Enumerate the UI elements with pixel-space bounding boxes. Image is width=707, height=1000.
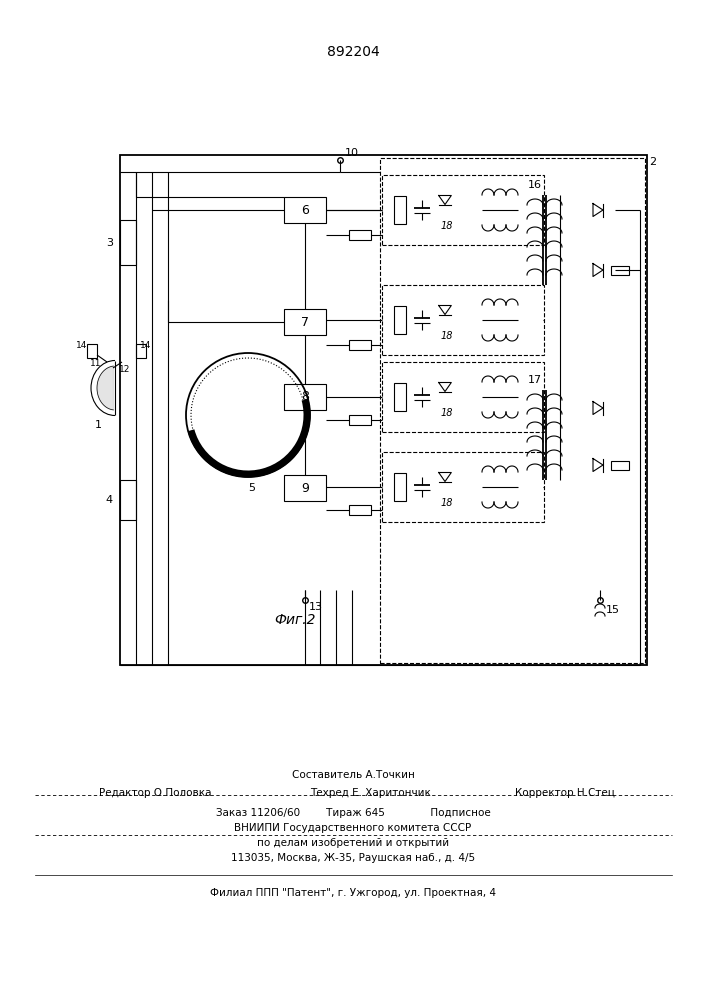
Bar [120,220,136,265]
Bar [611,460,629,470]
Bar [349,415,371,425]
Text: 5: 5 [248,483,255,493]
Bar [120,480,136,520]
Text: 14: 14 [140,342,152,351]
Text: по делам изобретений и открытий: по делам изобретений и открытий [257,838,449,848]
Bar [120,155,647,665]
Text: Заказ 11206/60        Тираж 645              Подписное: Заказ 11206/60 Тираж 645 Подписное [216,808,491,818]
Text: 7: 7 [301,316,309,328]
Text: 13: 13 [309,602,323,612]
Text: 15: 15 [606,605,620,615]
Bar [394,306,406,334]
Bar [611,265,629,274]
Polygon shape [97,366,113,410]
Text: 17: 17 [528,375,542,385]
Text: 18: 18 [440,221,453,231]
Bar [349,505,371,515]
Text: Редактор О.Половка: Редактор О.Половка [99,788,211,798]
Bar [284,384,326,410]
Text: 892204: 892204 [327,45,380,59]
Bar [394,473,406,501]
Text: 14: 14 [76,342,88,351]
Text: 113035, Москва, Ж-35, Раушская наб., д. 4/5: 113035, Москва, Ж-35, Раушская наб., д. … [231,853,475,863]
Bar [394,196,406,224]
Bar [87,344,97,358]
Bar [284,309,326,335]
Text: 18: 18 [440,408,453,418]
Text: 11: 11 [90,359,102,367]
Bar [349,340,371,350]
Text: 4: 4 [106,495,113,505]
Bar [380,158,645,663]
Bar [136,344,146,358]
Text: 6: 6 [301,204,309,217]
Bar [382,362,544,432]
Text: 12: 12 [119,365,131,374]
Text: ВНИИПИ Государственного комитета СССР: ВНИИПИ Государственного комитета СССР [235,823,472,833]
Bar [394,383,406,411]
Text: Фиг.2: Фиг.2 [274,613,316,627]
Text: Филиал ППП "Патент", г. Ужгород, ул. Проектная, 4: Филиал ППП "Патент", г. Ужгород, ул. Про… [210,888,496,898]
Bar [349,230,371,240]
Bar [284,197,326,223]
Text: 1: 1 [95,420,102,430]
Text: 9: 9 [301,482,309,494]
Text: Корректор Н.Стец: Корректор Н.Стец [515,788,615,798]
Bar [284,475,326,501]
Text: 3: 3 [106,238,113,248]
Bar [382,285,544,355]
Text: 18: 18 [440,331,453,341]
Text: 2: 2 [649,157,656,167]
Text: Составитель А.Точкин: Составитель А.Точкин [291,770,414,780]
Bar [382,175,544,245]
Bar [382,452,544,522]
Text: Техред Е. Харитончик: Техред Е. Харитончик [310,788,431,798]
Text: 10: 10 [345,148,359,158]
Text: 8: 8 [301,390,309,403]
Text: 16: 16 [528,180,542,190]
Text: 18: 18 [440,498,453,508]
